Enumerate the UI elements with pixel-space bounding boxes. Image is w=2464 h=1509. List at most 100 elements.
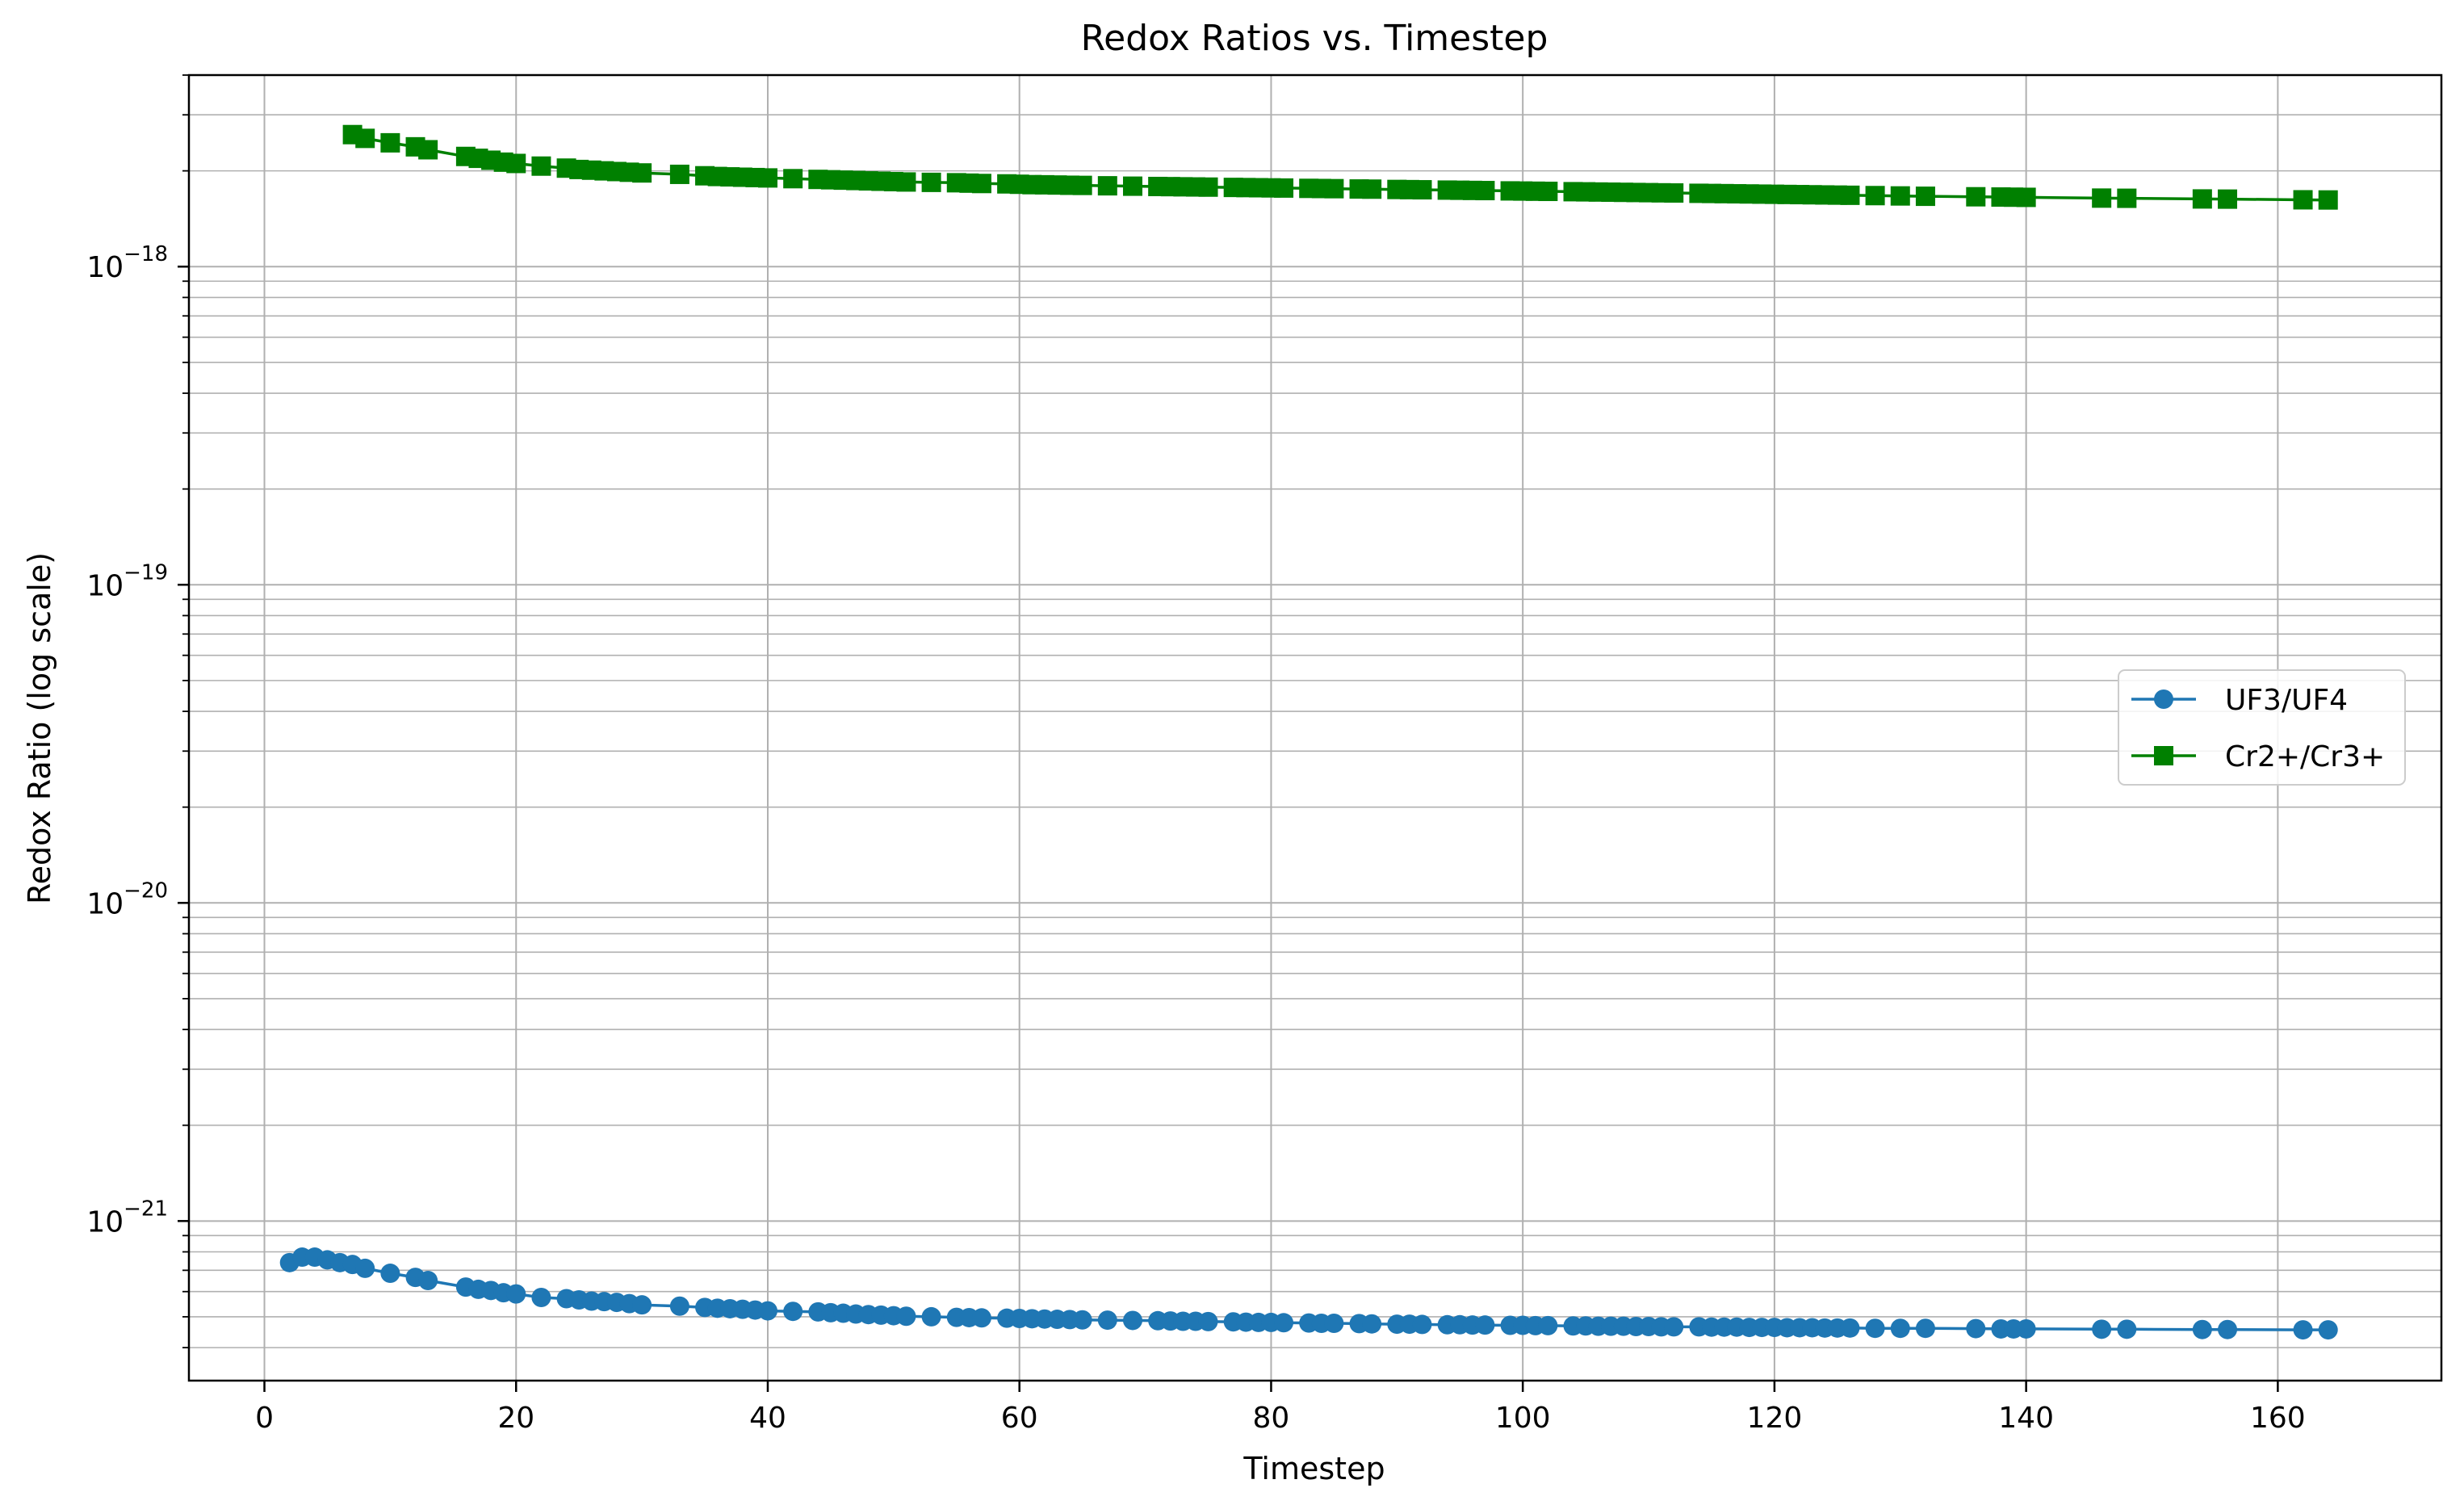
data-point-cr2-cr3 xyxy=(669,164,689,184)
legend: UF3/UF4 Cr2+/Cr3+ xyxy=(2118,669,2406,786)
data-point-cr2-cr3 xyxy=(2192,189,2212,209)
data-point-cr2-cr3 xyxy=(2092,188,2112,208)
y-tick-label: 10−18 xyxy=(86,242,168,284)
data-point-uf3-uf4 xyxy=(355,1258,375,1278)
data-point-uf3-uf4 xyxy=(2218,1319,2238,1339)
data-point-cr2-cr3 xyxy=(2016,187,2036,207)
y-axis-label: Redox Ratio (log scale) xyxy=(22,552,57,904)
data-point-cr2-cr3 xyxy=(921,172,941,192)
legend-marker-uf3-uf4 xyxy=(2154,690,2173,709)
x-tick-label: 60 xyxy=(1001,1402,1038,1435)
x-tick-label: 140 xyxy=(1998,1402,2054,1435)
y-tick-label: 10−19 xyxy=(86,560,168,602)
data-point-cr2-cr3 xyxy=(1072,175,1092,195)
data-point-uf3-uf4 xyxy=(1538,1315,1558,1335)
x-tick-label: 40 xyxy=(749,1402,786,1435)
data-point-uf3-uf4 xyxy=(1274,1313,1294,1333)
data-point-uf3-uf4 xyxy=(2092,1319,2112,1339)
data-point-uf3-uf4 xyxy=(2293,1320,2313,1340)
x-tick-label: 0 xyxy=(255,1402,274,1435)
data-point-cr2-cr3 xyxy=(418,140,438,160)
y-tick-label: 10−20 xyxy=(86,878,168,920)
data-point-uf3-uf4 xyxy=(1324,1313,1344,1333)
legend-marker-cr2-cr3 xyxy=(2154,746,2173,765)
legend-entry-cr2-cr3: Cr2+/Cr3+ xyxy=(2131,740,2385,773)
data-point-uf3-uf4 xyxy=(2117,1319,2137,1339)
data-point-cr2-cr3 xyxy=(2293,190,2313,210)
data-point-cr2-cr3 xyxy=(1890,186,1910,206)
y-tick-label: 10−21 xyxy=(86,1197,168,1239)
data-point-cr2-cr3 xyxy=(632,163,652,183)
data-point-uf3-uf4 xyxy=(1097,1310,1117,1331)
data-point-cr2-cr3 xyxy=(2218,189,2238,209)
data-point-cr2-cr3 xyxy=(1198,177,1218,197)
data-point-uf3-uf4 xyxy=(2192,1319,2212,1339)
data-point-uf3-uf4 xyxy=(1664,1317,1684,1337)
x-tick-label: 120 xyxy=(1747,1402,1803,1435)
data-point-cr2-cr3 xyxy=(355,128,375,149)
legend-label-cr2-cr3: Cr2+/Cr3+ xyxy=(2225,740,2385,773)
x-axis-label: Timestep xyxy=(1242,1451,1385,1486)
data-point-uf3-uf4 xyxy=(1966,1318,1986,1339)
data-point-cr2-cr3 xyxy=(1412,180,1432,200)
axis-layer: 0 20 40 60 80 100 120 140 160 10−18 10−19 10−20 10−2… xyxy=(86,74,2306,1435)
data-point-cr2-cr3 xyxy=(1915,187,1935,207)
data-point-cr2-cr3 xyxy=(1538,182,1558,202)
x-tick-label: 80 xyxy=(1253,1402,1290,1435)
x-tick-label: 100 xyxy=(1495,1402,1551,1435)
data-point-uf3-uf4 xyxy=(1362,1314,1382,1334)
data-point-cr2-cr3 xyxy=(1966,187,1986,207)
data-point-cr2-cr3 xyxy=(1122,176,1142,196)
series-layer xyxy=(279,124,2338,1340)
data-point-cr2-cr3 xyxy=(1664,183,1684,203)
data-point-uf3-uf4 xyxy=(921,1306,941,1327)
data-point-uf3-uf4 xyxy=(418,1271,438,1291)
data-point-cr2-cr3 xyxy=(380,132,400,153)
plot-frame xyxy=(187,73,2443,1382)
legend-entry-uf3-uf4: UF3/UF4 xyxy=(2131,684,2348,717)
data-point-uf3-uf4 xyxy=(506,1284,526,1304)
data-point-cr2-cr3 xyxy=(1324,178,1344,199)
data-point-uf3-uf4 xyxy=(1840,1318,1860,1338)
data-point-uf3-uf4 xyxy=(1198,1311,1218,1331)
data-point-uf3-uf4 xyxy=(896,1306,916,1327)
data-point-uf3-uf4 xyxy=(669,1296,689,1316)
data-point-cr2-cr3 xyxy=(531,156,551,176)
data-point-uf3-uf4 xyxy=(2016,1318,2036,1339)
data-point-uf3-uf4 xyxy=(632,1295,652,1315)
data-point-uf3-uf4 xyxy=(2318,1320,2338,1340)
x-tick-label: 20 xyxy=(497,1402,534,1435)
data-point-uf3-uf4 xyxy=(971,1308,991,1328)
data-point-cr2-cr3 xyxy=(1475,181,1495,201)
data-point-uf3-uf4 xyxy=(757,1301,777,1321)
data-point-uf3-uf4 xyxy=(783,1302,803,1322)
series-uf3-uf4 xyxy=(279,1247,2338,1340)
data-point-cr2-cr3 xyxy=(1840,185,1860,205)
data-point-uf3-uf4 xyxy=(1865,1318,1885,1339)
data-point-cr2-cr3 xyxy=(1865,186,1885,206)
data-point-uf3-uf4 xyxy=(1915,1318,1935,1339)
data-point-uf3-uf4 xyxy=(1890,1318,1910,1339)
data-point-cr2-cr3 xyxy=(971,174,991,194)
data-point-cr2-cr3 xyxy=(757,168,777,188)
series-cr2-cr3 xyxy=(342,124,2338,210)
data-point-cr2-cr3 xyxy=(783,169,803,189)
data-point-cr2-cr3 xyxy=(506,153,526,174)
data-point-cr2-cr3 xyxy=(1274,178,1294,198)
data-point-uf3-uf4 xyxy=(1412,1314,1432,1335)
data-point-uf3-uf4 xyxy=(1475,1315,1495,1335)
legend-label-uf3-uf4: UF3/UF4 xyxy=(2225,684,2348,717)
data-point-cr2-cr3 xyxy=(1097,176,1117,196)
x-tick-label: 160 xyxy=(2250,1402,2306,1435)
data-point-uf3-uf4 xyxy=(531,1288,551,1308)
data-point-cr2-cr3 xyxy=(2318,190,2338,210)
data-point-uf3-uf4 xyxy=(1122,1310,1142,1331)
data-point-cr2-cr3 xyxy=(896,172,916,192)
data-point-cr2-cr3 xyxy=(2117,188,2137,208)
data-point-cr2-cr3 xyxy=(1362,179,1382,199)
data-point-uf3-uf4 xyxy=(380,1264,400,1284)
data-point-uf3-uf4 xyxy=(1072,1310,1092,1330)
chart-title: Redox Ratios vs. Timestep xyxy=(1081,18,1548,59)
